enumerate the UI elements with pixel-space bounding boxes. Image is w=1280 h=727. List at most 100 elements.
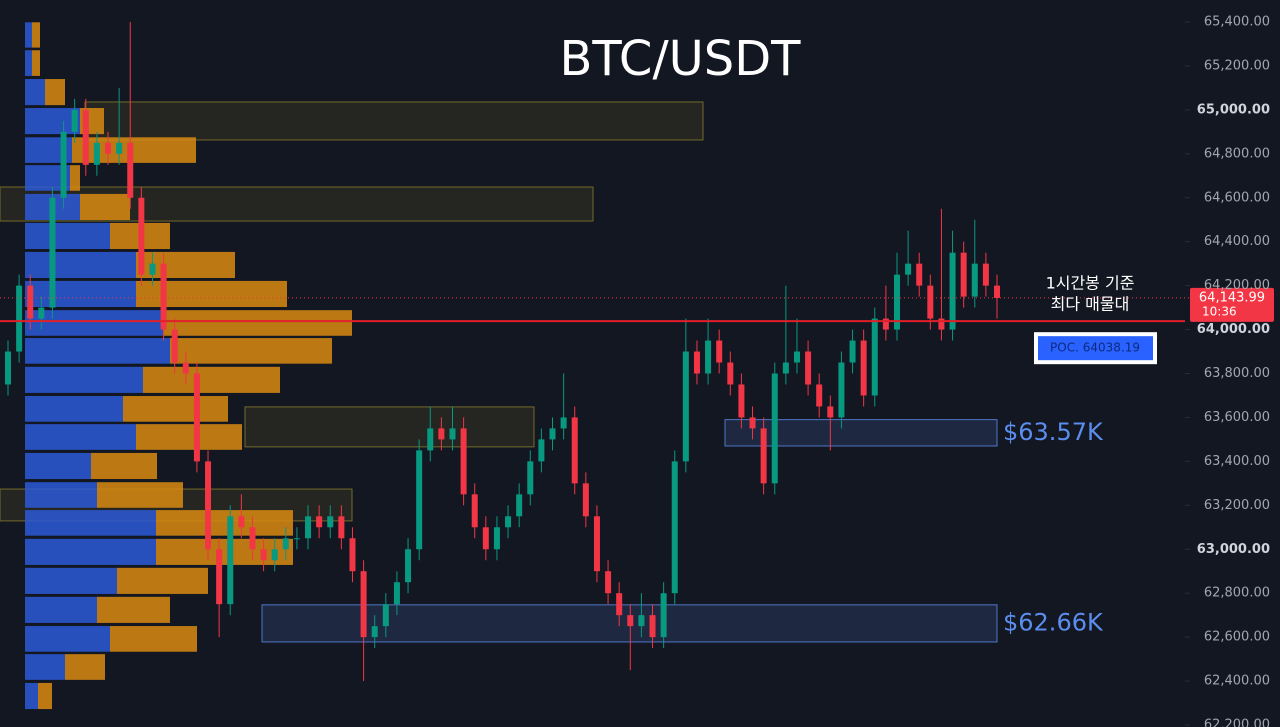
candle-body bbox=[527, 461, 534, 495]
candle-body bbox=[971, 263, 978, 297]
candle-body bbox=[827, 406, 834, 418]
profile-buy bbox=[25, 482, 97, 508]
profile-buy bbox=[25, 22, 32, 48]
y-tick-label: 63,000.00 bbox=[1197, 542, 1270, 557]
candle-body bbox=[616, 593, 623, 616]
profile-buy bbox=[25, 366, 143, 393]
y-tick-label: 63,600.00 bbox=[1204, 410, 1270, 425]
candle-body bbox=[482, 527, 489, 550]
last-price-box bbox=[1190, 287, 1274, 322]
candle-body bbox=[316, 516, 323, 528]
candle-body bbox=[960, 252, 967, 297]
candle-body bbox=[738, 384, 745, 418]
candle-body bbox=[138, 197, 145, 275]
candle-body bbox=[327, 516, 334, 528]
candle-body bbox=[760, 428, 767, 484]
zone bbox=[724, 419, 998, 447]
annotation: 최다 매물대 bbox=[1051, 295, 1130, 314]
profile-buy bbox=[25, 424, 136, 450]
candle-body bbox=[216, 549, 223, 605]
candle-body bbox=[16, 285, 23, 352]
profile-sell bbox=[156, 538, 293, 565]
candle-body bbox=[71, 109, 78, 132]
profile-buy bbox=[25, 626, 110, 652]
candle-body bbox=[205, 461, 212, 550]
candle-body bbox=[416, 450, 423, 550]
profile-buy bbox=[25, 538, 156, 565]
profile-buy bbox=[25, 280, 136, 308]
profile-sell bbox=[70, 165, 80, 191]
candle-body bbox=[105, 142, 112, 154]
profile-buy bbox=[25, 222, 110, 250]
candle-body bbox=[682, 351, 689, 462]
candle-body bbox=[727, 362, 734, 385]
zone bbox=[244, 406, 535, 448]
candle-body bbox=[82, 109, 89, 165]
profile-sell bbox=[91, 452, 157, 480]
candle-body bbox=[5, 351, 11, 385]
profile-buy bbox=[25, 251, 136, 279]
candle-body bbox=[449, 428, 456, 440]
candle-body bbox=[282, 538, 289, 550]
profile-sell bbox=[123, 396, 228, 422]
candle-body bbox=[293, 538, 300, 540]
candle-body bbox=[260, 549, 267, 561]
y-tick-label: 63,800.00 bbox=[1204, 366, 1270, 381]
candle-body bbox=[938, 318, 945, 330]
candle-body bbox=[338, 516, 345, 539]
candle-body bbox=[649, 615, 656, 638]
y-tick-label: 65,400.00 bbox=[1204, 15, 1270, 30]
profile-buy bbox=[25, 50, 32, 76]
candle-body bbox=[171, 329, 178, 363]
y-tick-label: 64,600.00 bbox=[1204, 190, 1270, 205]
candle-body bbox=[271, 549, 278, 561]
profile-sell bbox=[32, 22, 40, 48]
candle-body bbox=[771, 373, 778, 484]
candle-body bbox=[916, 263, 923, 286]
candle-body bbox=[360, 571, 367, 638]
profile-sell bbox=[45, 79, 65, 106]
profile-buy bbox=[25, 567, 117, 594]
candle-body bbox=[149, 263, 156, 275]
poc-box bbox=[1038, 336, 1153, 361]
profile-sell bbox=[143, 366, 280, 393]
profile-buy bbox=[25, 338, 170, 364]
candle-body bbox=[460, 428, 467, 495]
candle-body bbox=[27, 285, 34, 319]
candle-body bbox=[693, 351, 700, 374]
profile-sell bbox=[170, 338, 332, 364]
profile-buy bbox=[25, 396, 123, 422]
candle-body bbox=[493, 527, 500, 550]
candle-body bbox=[893, 274, 900, 330]
candle-body bbox=[838, 362, 845, 418]
candle-body bbox=[571, 417, 578, 484]
profile-buy bbox=[25, 654, 65, 680]
candle-body bbox=[538, 439, 545, 462]
candle-body bbox=[438, 428, 445, 440]
profile-buy bbox=[25, 682, 38, 710]
annotation: 1시간봉 기준 bbox=[1046, 274, 1135, 293]
profile-sell bbox=[97, 596, 170, 623]
profile-sell bbox=[38, 682, 52, 710]
candle-body bbox=[193, 373, 200, 462]
candle-body bbox=[860, 340, 867, 396]
y-tick-label: 64,800.00 bbox=[1204, 146, 1270, 161]
candle-body bbox=[994, 285, 1000, 298]
candle-body bbox=[471, 494, 478, 528]
y-tick-label: 65,000.00 bbox=[1197, 102, 1270, 117]
candle-body bbox=[705, 340, 712, 374]
profile-sell bbox=[110, 626, 197, 652]
y-tick-label: 62,800.00 bbox=[1204, 586, 1270, 601]
zone-label: $62.66K bbox=[1003, 608, 1104, 636]
profile-sell bbox=[136, 424, 242, 450]
y-tick-label: 65,200.00 bbox=[1204, 58, 1270, 73]
candle-body bbox=[560, 417, 567, 429]
candle-body bbox=[638, 615, 645, 627]
candle-body bbox=[582, 483, 589, 517]
candle-body bbox=[405, 549, 412, 583]
profile-sell bbox=[156, 510, 293, 536]
candle-body bbox=[593, 516, 600, 572]
profile-sell bbox=[97, 482, 183, 508]
profile-buy bbox=[25, 596, 97, 623]
